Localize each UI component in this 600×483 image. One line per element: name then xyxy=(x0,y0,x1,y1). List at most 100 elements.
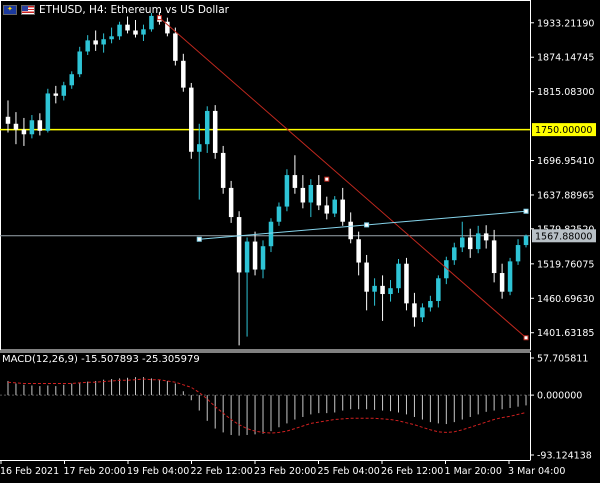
candle-body xyxy=(165,21,170,34)
candle-body xyxy=(260,246,266,270)
time-tick-label: 1 Mar 20:00 xyxy=(445,466,502,477)
candle-body xyxy=(412,303,417,318)
candle-body xyxy=(173,33,178,61)
candle-body xyxy=(21,129,27,135)
candle-body xyxy=(69,74,74,86)
candle-body xyxy=(499,273,505,292)
candle-body xyxy=(292,175,298,188)
price-tick-label: 1815.08300 xyxy=(537,87,594,98)
candle-body xyxy=(268,221,274,247)
candle-body xyxy=(5,116,11,124)
price-tick-label: 1637.88965 xyxy=(537,190,594,201)
candle-body xyxy=(380,285,385,295)
price-tick-label: 1519.76075 xyxy=(537,259,594,270)
us-flag-icon xyxy=(21,5,35,15)
candle-body xyxy=(85,40,90,52)
candle-body xyxy=(467,237,473,250)
candle-body xyxy=(460,237,465,248)
candle-body xyxy=(340,199,345,222)
candle-body xyxy=(452,247,457,261)
hline-price-label: 1750.00000 xyxy=(535,125,592,136)
candle-body xyxy=(276,206,282,222)
candle-body xyxy=(204,110,210,145)
candle-body xyxy=(428,301,433,308)
candle-body xyxy=(491,240,497,274)
time-tick-label: 23 Feb 20:00 xyxy=(254,466,316,477)
candle-body xyxy=(93,40,98,45)
candle-body xyxy=(236,217,242,273)
candle-body xyxy=(523,235,529,246)
eu-flag-icon xyxy=(3,5,17,15)
channel-line xyxy=(199,210,527,240)
candle-body xyxy=(141,29,146,35)
candle-body xyxy=(220,152,226,188)
candle-body xyxy=(348,221,353,240)
channel-line-anchor xyxy=(364,222,370,228)
candle-body xyxy=(372,285,377,292)
candle-body xyxy=(515,245,521,262)
price-tick-label: 1401.63185 xyxy=(537,328,594,339)
candle-body xyxy=(316,184,322,206)
candle-body xyxy=(388,288,393,295)
time-tick-label: 25 Feb 04:00 xyxy=(318,466,380,477)
macd-tick-label: -93.124138 xyxy=(537,451,592,462)
time-tick-label: 16 Feb 2021 xyxy=(0,466,59,477)
candle-body xyxy=(61,85,67,96)
candle-body xyxy=(53,93,59,96)
price-tick-label: 1874.14745 xyxy=(537,53,594,64)
hline-price-tag xyxy=(532,123,596,137)
candle-body xyxy=(29,120,35,135)
candle-body xyxy=(228,187,234,218)
trend-line-anchor xyxy=(156,15,162,21)
price-pane-frame xyxy=(0,0,531,351)
current-price-tag xyxy=(532,229,596,243)
candle-body xyxy=(436,278,441,302)
candle-body xyxy=(252,241,258,270)
candle-body xyxy=(332,199,337,214)
time-tick-label: 22 Feb 12:00 xyxy=(191,466,253,477)
candle-body xyxy=(444,260,449,279)
macd-tick-label: 0.000000 xyxy=(537,391,582,402)
trend-line-anchor xyxy=(523,335,529,341)
time-tick-label: 3 Mar 04:00 xyxy=(508,466,565,477)
current-price-label: 1567.88000 xyxy=(535,231,592,242)
macd-label: MACD(12,26,9) -15.507893 -25.305979 xyxy=(2,354,200,365)
candle-body xyxy=(149,15,154,30)
chart-header: ETHUSD, H4: Ethereum vs US Dollar xyxy=(0,0,229,20)
time-tick-label: 19 Feb 04:00 xyxy=(127,466,189,477)
candle-body xyxy=(212,110,218,153)
candle-body xyxy=(189,87,194,152)
price-tick-label: 1696.95410 xyxy=(537,156,594,167)
macd-signal-line xyxy=(7,378,527,434)
trend-line xyxy=(159,17,527,339)
candle-body xyxy=(300,187,306,203)
candle-body xyxy=(404,263,409,304)
candle-body xyxy=(125,24,130,31)
candle-body xyxy=(13,123,19,130)
candle-body xyxy=(396,263,401,289)
candle-body xyxy=(507,261,513,292)
candle-body xyxy=(197,144,202,152)
channel-line-anchor xyxy=(523,208,529,214)
time-tick-label: 17 Feb 20:00 xyxy=(64,466,126,477)
time-tick-label: 26 Feb 12:00 xyxy=(381,466,443,477)
trend-line-anchor xyxy=(324,176,330,182)
candle-body xyxy=(181,60,186,88)
candle-body xyxy=(45,93,51,131)
macd-tick-label: 57.705811 xyxy=(537,354,588,365)
price-tick-label: 1933.21190 xyxy=(537,18,594,29)
candle-body xyxy=(284,175,290,207)
candle-body xyxy=(420,307,425,318)
channel-line-anchor xyxy=(196,236,202,242)
candle-body xyxy=(77,51,82,75)
candle-body xyxy=(356,239,361,263)
candle-body xyxy=(475,233,481,250)
candle-body xyxy=(483,233,489,241)
candle-body xyxy=(308,184,314,203)
candle-body xyxy=(37,120,43,131)
candle-body xyxy=(133,30,138,35)
candle-body xyxy=(109,36,114,40)
candle-body xyxy=(117,24,122,37)
symbol-title: ETHUSD, H4: Ethereum vs US Dollar xyxy=(39,4,229,16)
